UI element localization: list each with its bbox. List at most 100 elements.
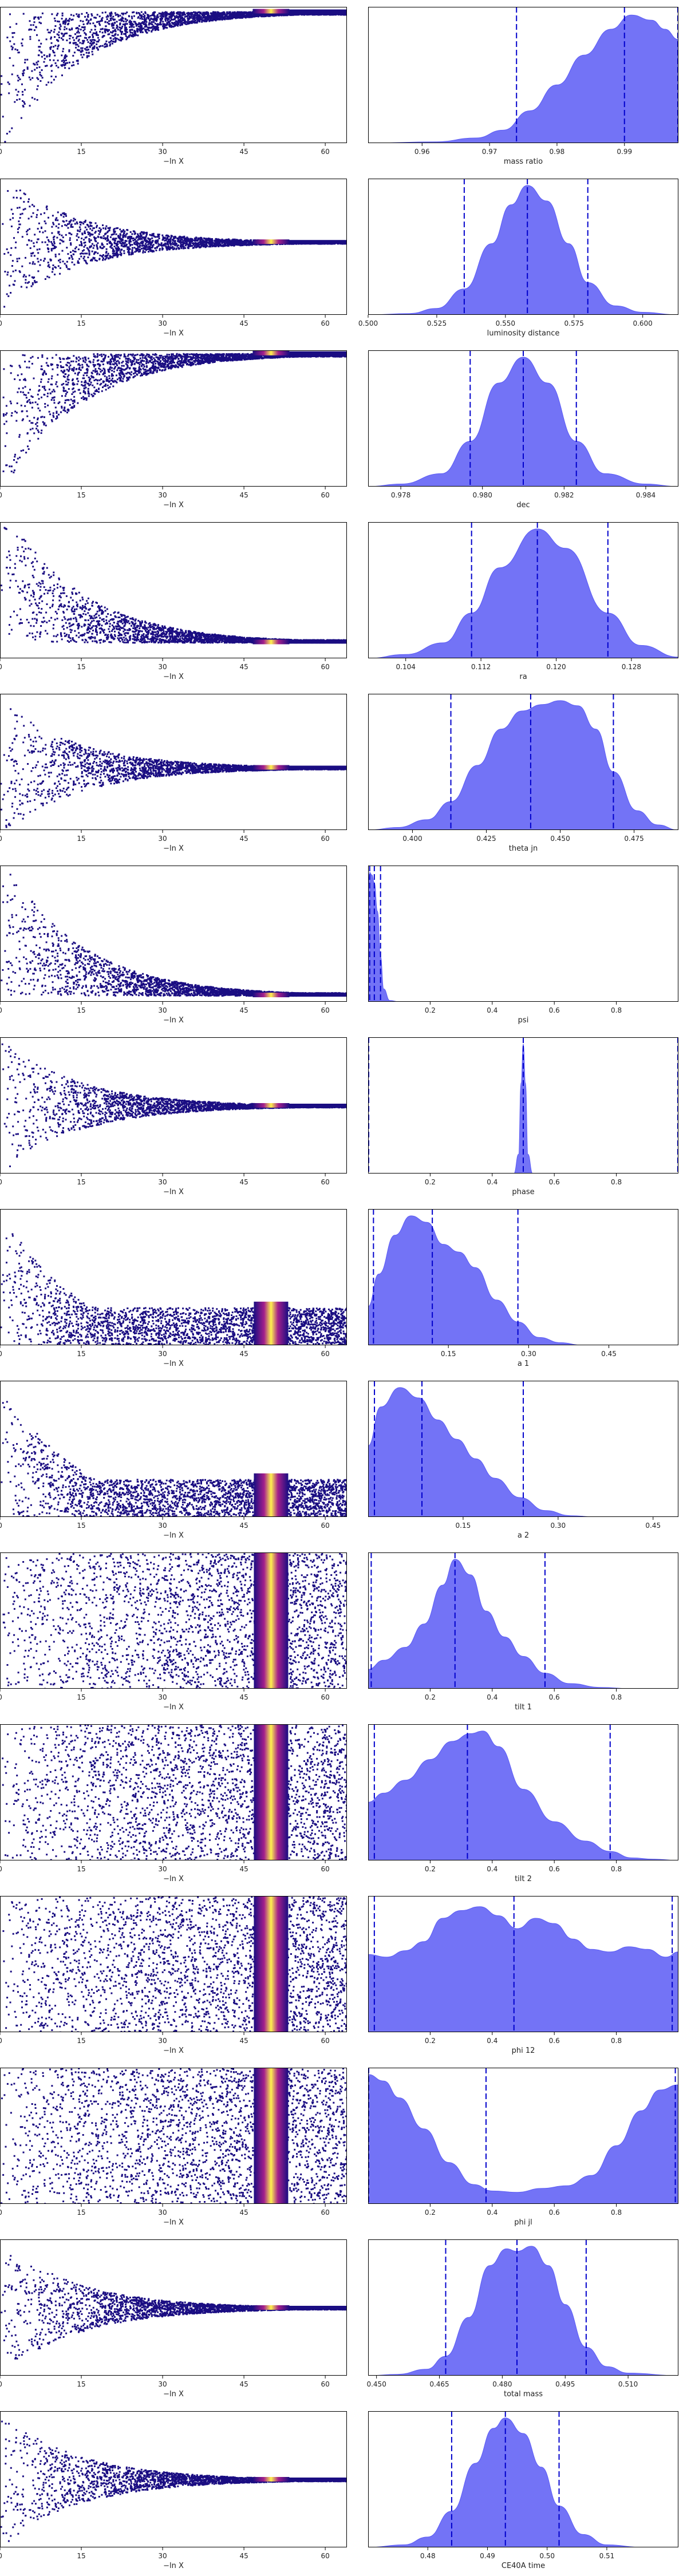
x-axis-label: −ln X: [163, 844, 184, 853]
x-tick-label: 15: [77, 1522, 85, 1530]
x-tick-label: 15: [77, 148, 85, 156]
x-tick-label: 45: [239, 663, 248, 671]
x-tick-label: 0.50: [539, 2552, 555, 2560]
x-tick-label: 15: [77, 835, 85, 843]
posterior-density: [368, 1730, 678, 1860]
density-band: [252, 1103, 290, 1108]
x-tick-label: 0.600: [633, 319, 652, 327]
x-tick-label: 30: [158, 1693, 167, 1701]
x-axis-label: ra: [519, 673, 527, 681]
x-tick-label: 0.425: [476, 835, 496, 843]
axes-frame: [368, 1209, 678, 1345]
x-tick-label: 0.4: [487, 1178, 498, 1186]
density-band: [252, 993, 290, 998]
x-tick-label: 60: [321, 663, 329, 671]
x-tick-label: 30: [158, 663, 167, 671]
density-band: [254, 1473, 289, 1517]
x-tick-label: 0.2: [425, 1178, 436, 1186]
x-tick-label: 0.30: [550, 1522, 566, 1530]
x-tick-label: 45: [239, 148, 248, 156]
x-tick-label: 30: [158, 1350, 167, 1358]
x-axis-label: tilt 1: [515, 1703, 532, 1712]
x-tick-label: 60: [321, 148, 329, 156]
trace-panel-14: 0.20.40.60.8CE40A time015304560−ln X: [0, 2411, 347, 2570]
scatter-points: [0, 527, 347, 645]
x-tick-label: 0.8: [611, 1693, 622, 1701]
trace-panel-2: 0.20.40.60.8dec015304560−ln X: [0, 350, 347, 509]
x-axis-label: −ln X: [163, 2390, 184, 2399]
axes-frame: [368, 1381, 678, 1517]
posterior-density: [368, 2074, 678, 2204]
axes-frame: [0, 1724, 347, 1860]
posterior-density: [368, 872, 678, 1002]
x-tick-label: 60: [321, 1006, 329, 1014]
x-tick-label: 45: [239, 2037, 248, 2045]
x-tick-label: 0.480: [492, 2380, 512, 2388]
x-axis-label: −ln X: [163, 501, 184, 509]
x-axis-label: luminosity distance: [487, 329, 560, 338]
x-tick-label: 0: [0, 2552, 2, 2560]
x-axis-label: psi: [518, 1016, 529, 1025]
posterior-density: [368, 2246, 678, 2376]
axes-frame: [0, 7, 347, 143]
density-band: [252, 2477, 290, 2482]
x-tick-label: 0.550: [496, 319, 515, 327]
x-tick-label: 15: [77, 319, 85, 327]
x-tick-label: 0.4: [487, 1865, 498, 1873]
x-tick-label: 15: [77, 2380, 85, 2388]
x-tick-label: 0.984: [636, 491, 656, 499]
x-tick-label: 0.475: [624, 835, 643, 843]
posterior-density: [368, 2417, 678, 2547]
x-tick-label: 0.6: [549, 1178, 560, 1186]
x-tick-label: 0: [0, 1006, 2, 1014]
axes-frame: [0, 1209, 347, 1345]
x-tick-label: 0.15: [441, 1350, 456, 1358]
x-tick-label: 30: [158, 2208, 167, 2217]
x-tick-label: 0.4: [487, 1006, 498, 1014]
x-tick-label: 15: [77, 663, 85, 671]
x-tick-label: 60: [321, 2208, 329, 2217]
x-tick-label: 0.112: [471, 663, 491, 671]
x-tick-label: 0.980: [473, 491, 492, 499]
axes-frame: [0, 522, 347, 658]
posterior-panel-9: 0.2 0.4 0.6 0.8 tilt 1: [368, 1552, 678, 1712]
posterior-panel-4: 0.400 0.425 0.450 0.475 theta jn: [368, 694, 678, 853]
posterior-density: [368, 1559, 678, 1689]
x-axis-label: mass ratio: [504, 157, 543, 166]
x-tick-label: 0.2: [425, 1006, 436, 1014]
posterior-density: [368, 1906, 678, 2032]
x-tick-label: 0: [0, 835, 2, 843]
x-tick-label: 0.500: [358, 319, 378, 327]
scatter-points: [0, 2420, 347, 2542]
x-tick-label: 0.104: [396, 663, 416, 671]
x-tick-label: 0.978: [391, 491, 410, 499]
posterior-panel-14: 0.48 0.49 0.50 0.51 CE40A time: [368, 2411, 678, 2570]
x-tick-label: 0.982: [554, 491, 574, 499]
trace-panel-7: 0.20.40.60.8a 1015304560−ln X: [0, 1209, 347, 1368]
x-tick-label: 60: [321, 2552, 329, 2560]
x-tick-label: 60: [321, 1522, 329, 1530]
x-tick-label: 45: [239, 1006, 248, 1014]
trace-panel-3: 0.20.40.60.8ra015304560−ln X: [0, 522, 347, 681]
x-tick-label: 0.575: [564, 319, 584, 327]
x-tick-label: 0.96: [414, 148, 430, 156]
posterior-panel-13: 0.450 0.465 0.480 0.495 0.510 total mass: [366, 2239, 678, 2399]
x-axis-label: −ln X: [163, 2218, 184, 2227]
x-tick-label: 60: [321, 2380, 329, 2388]
x-tick-label: 30: [158, 1178, 167, 1186]
trace-panel-0: 0.20.40.60.8mass ratio015304560−ln X: [0, 7, 347, 166]
axes-frame: [368, 2068, 678, 2204]
posterior-density: [368, 1387, 678, 1517]
posterior-panel-1: 0.500 0.525 0.550 0.575 0.600 luminosity dist…: [358, 179, 678, 338]
scatter-points: [0, 9, 347, 143]
x-tick-label: 0: [0, 148, 2, 156]
x-tick-label: 45: [239, 1178, 248, 1186]
posterior-panel-12: 0.2 0.4 0.6 0.8 phi jl: [368, 2068, 678, 2227]
scatter-points: [0, 1233, 347, 1345]
axes-frame: [0, 694, 347, 830]
trace-panel-4: 0.20.40.60.8theta jn015304560−ln X: [0, 694, 347, 853]
axes-frame: [368, 1037, 678, 1174]
